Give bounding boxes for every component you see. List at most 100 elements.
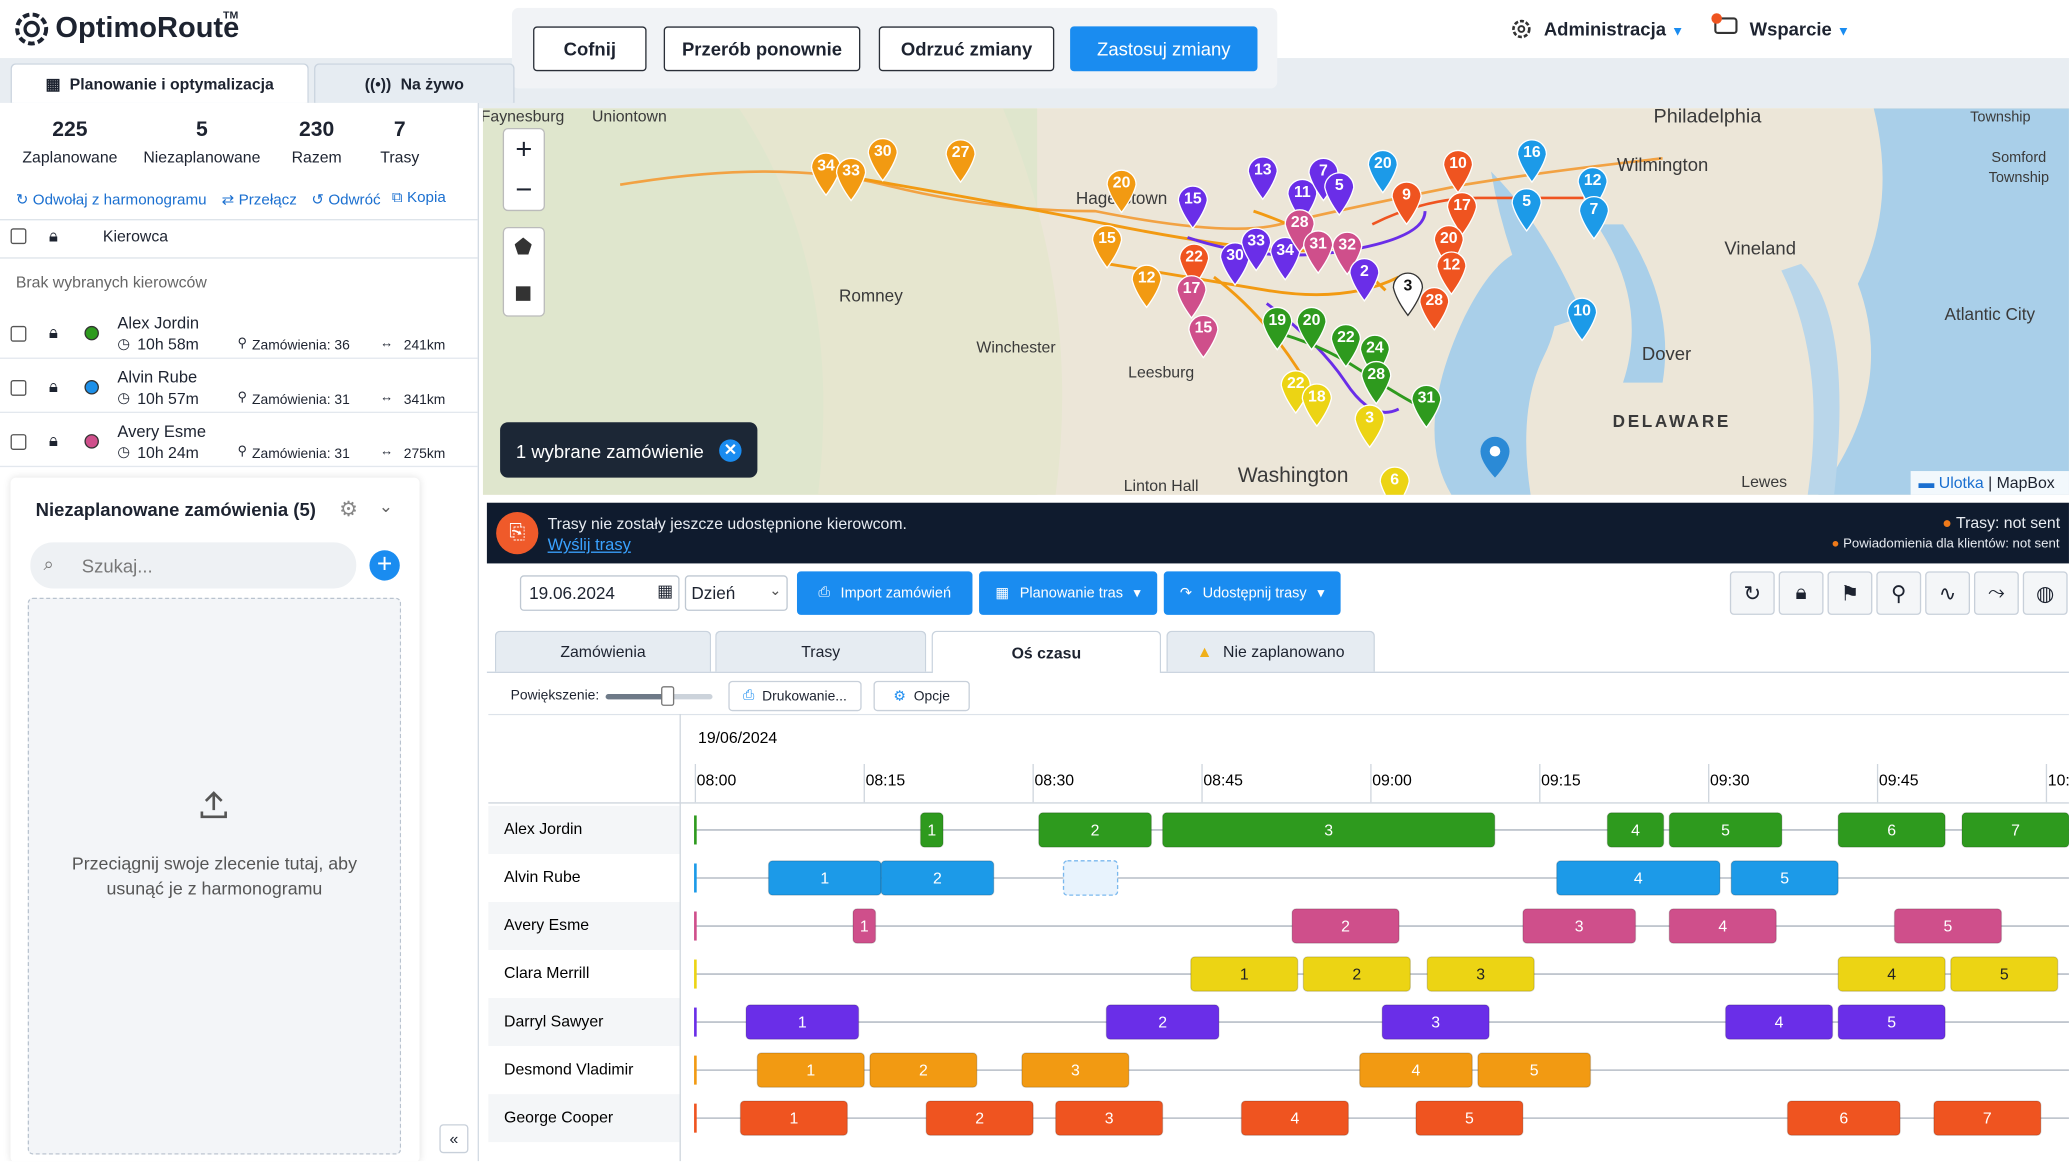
tab-label[interactable]: Planowanie i optymalizacja <box>69 74 274 94</box>
order-block[interactable] <box>1668 812 1783 848</box>
order-block[interactable] <box>1950 956 2059 992</box>
order-block[interactable] <box>1724 1004 1834 1040</box>
order-block[interactable] <box>1190 956 1299 992</box>
map-pin[interactable]: 34 <box>1270 236 1301 281</box>
order-block[interactable] <box>756 1052 865 1088</box>
map-pin[interactable]: 2 <box>1349 258 1380 302</box>
button-label[interactable]: Planowanie tras <box>1019 585 1123 602</box>
order-block[interactable] <box>1161 812 1496 848</box>
collapse-sidebar[interactable]: « <box>439 1124 469 1154</box>
map-pin[interactable]: 32 <box>1332 231 1363 276</box>
refresh-button[interactable]: ↻ <box>1729 571 1775 615</box>
order-block[interactable] <box>1291 908 1400 944</box>
order-block[interactable] <box>1105 1004 1220 1040</box>
map-pin[interactable]: 12 <box>1131 264 1162 309</box>
admin-menu[interactable]: Administracja ▼ <box>1544 18 1684 39</box>
order-block[interactable] <box>1837 1004 1946 1040</box>
order-block[interactable] <box>1668 908 1777 944</box>
location-pin[interactable] <box>1480 436 1510 478</box>
map-pin[interactable]: 34 <box>810 152 842 197</box>
support-label[interactable]: Wsparcie <box>1749 18 1832 40</box>
map-pin[interactable]: 15 <box>1177 185 1209 230</box>
map-pin[interactable]: 30 <box>1219 242 1251 287</box>
map-pin[interactable]: 28 <box>1361 360 1392 405</box>
date-input[interactable] <box>519 575 680 611</box>
map-pin[interactable]: 28 <box>1419 287 1450 331</box>
map-pin[interactable]: 33 <box>1240 227 1272 272</box>
order-block[interactable] <box>852 908 877 944</box>
redo-button[interactable]: Przerób ponownie <box>663 26 861 72</box>
order-block[interactable] <box>1933 1100 2042 1136</box>
button-label[interactable]: Drukowanie... <box>762 688 847 704</box>
checkbox[interactable] <box>10 228 27 245</box>
options-button[interactable]: ⚙ Opcje <box>873 680 970 712</box>
action-label[interactable]: Przełącz <box>238 192 297 209</box>
subtab-routes[interactable]: Trasy <box>715 630 927 672</box>
collapse-chevron[interactable]: ⌄ <box>378 496 394 516</box>
map-pin[interactable]: 31 <box>1411 384 1442 429</box>
path-button[interactable]: ⤳ <box>1973 571 2019 615</box>
map-pin[interactable]: 3 <box>1392 272 1424 317</box>
order-block[interactable] <box>919 812 944 848</box>
notice-link[interactable]: Wyślij trasy <box>547 535 631 555</box>
order-block[interactable] <box>1038 812 1153 848</box>
action-label[interactable]: Odwołaj z harmonogramu <box>32 192 207 209</box>
marker-button[interactable]: ⚑ <box>1827 571 1873 615</box>
globe-button[interactable]: ◍ <box>2022 571 2068 615</box>
share-button[interactable]: ↷ Udostępnij trasy ▾ <box>1163 571 1341 615</box>
order-block[interactable] <box>1837 956 1946 992</box>
action-label[interactable]: Odwróć <box>328 192 381 209</box>
map-pin[interactable]: 13 <box>1247 156 1278 201</box>
map-pin[interactable]: 5 <box>1324 172 1355 217</box>
order-block[interactable] <box>1021 1052 1130 1088</box>
map-pin[interactable]: 16 <box>1516 139 1548 184</box>
settings-icon[interactable]: ⚙ <box>339 498 359 522</box>
import-button[interactable]: ⎙ Import zamówień <box>796 571 973 615</box>
map-pin[interactable]: 33 <box>835 157 867 202</box>
map-pin[interactable]: 20 <box>1296 306 1327 351</box>
lock-icon[interactable]: 🔒︎ <box>48 321 58 342</box>
tab-label[interactable]: Nie zaplanowano <box>1223 642 1345 662</box>
map-pin[interactable]: 10 <box>1442 149 1474 194</box>
action[interactable]: ⧉ Kopia <box>392 190 446 207</box>
calendar-icon[interactable]: ▦ <box>657 580 674 601</box>
lock-icon[interactable]: 🔒︎ <box>48 376 58 396</box>
order-block[interactable] <box>1381 1004 1490 1040</box>
map-pin[interactable]: 20 <box>1367 149 1399 194</box>
map-pin[interactable]: 22 <box>1330 324 1362 368</box>
order-block[interactable] <box>880 860 995 896</box>
map-pin[interactable]: 31 <box>1303 230 1334 275</box>
order-block[interactable] <box>869 1052 978 1088</box>
view-select[interactable] <box>684 575 788 611</box>
search-box[interactable] <box>30 542 357 589</box>
checkbox[interactable] <box>10 325 27 342</box>
map-pin[interactable]: 30 <box>867 137 898 182</box>
attribution-link[interactable]: ▬ Ulotka <box>1918 473 1984 493</box>
order-block[interactable] <box>1606 812 1665 848</box>
map-pin[interactable]: 15 <box>1091 225 1123 269</box>
order-block[interactable] <box>1837 812 1946 848</box>
zoom-in[interactable]: + <box>515 131 533 165</box>
map-pin[interactable]: 10 <box>1566 297 1598 342</box>
button-label[interactable]: Udostępnij trasy <box>1202 585 1307 602</box>
tab-planning[interactable]: ▦ Planowanie i optymalizacja <box>10 63 309 103</box>
order-block[interactable] <box>1522 908 1637 944</box>
order-block[interactable] <box>1556 860 1721 896</box>
subtab-timeline[interactable]: Oś czasu <box>931 630 1162 673</box>
order-block[interactable] <box>1893 908 2003 944</box>
print-button[interactable]: ⎙ Drukowanie... <box>728 680 862 712</box>
checkbox[interactable] <box>10 434 27 450</box>
order-block[interactable] <box>1055 1100 1164 1136</box>
map-pin[interactable]: 17 <box>1446 192 1478 236</box>
order-block[interactable] <box>745 1004 860 1040</box>
action[interactable]: ↺ Odwróć <box>311 190 381 209</box>
map-pin[interactable]: 22 <box>1178 243 1210 288</box>
map-pin[interactable]: 18 <box>1301 383 1333 428</box>
order-block[interactable] <box>1786 1100 1901 1136</box>
order-block[interactable] <box>739 1100 849 1136</box>
date-value[interactable]: 19.06.2024 <box>529 583 615 604</box>
lock-icon[interactable]: 🔒︎ <box>48 225 58 246</box>
order-block[interactable] <box>1358 1052 1473 1088</box>
add-button[interactable]: + <box>369 550 400 581</box>
pin-button[interactable]: ⚲ <box>1876 571 1922 615</box>
